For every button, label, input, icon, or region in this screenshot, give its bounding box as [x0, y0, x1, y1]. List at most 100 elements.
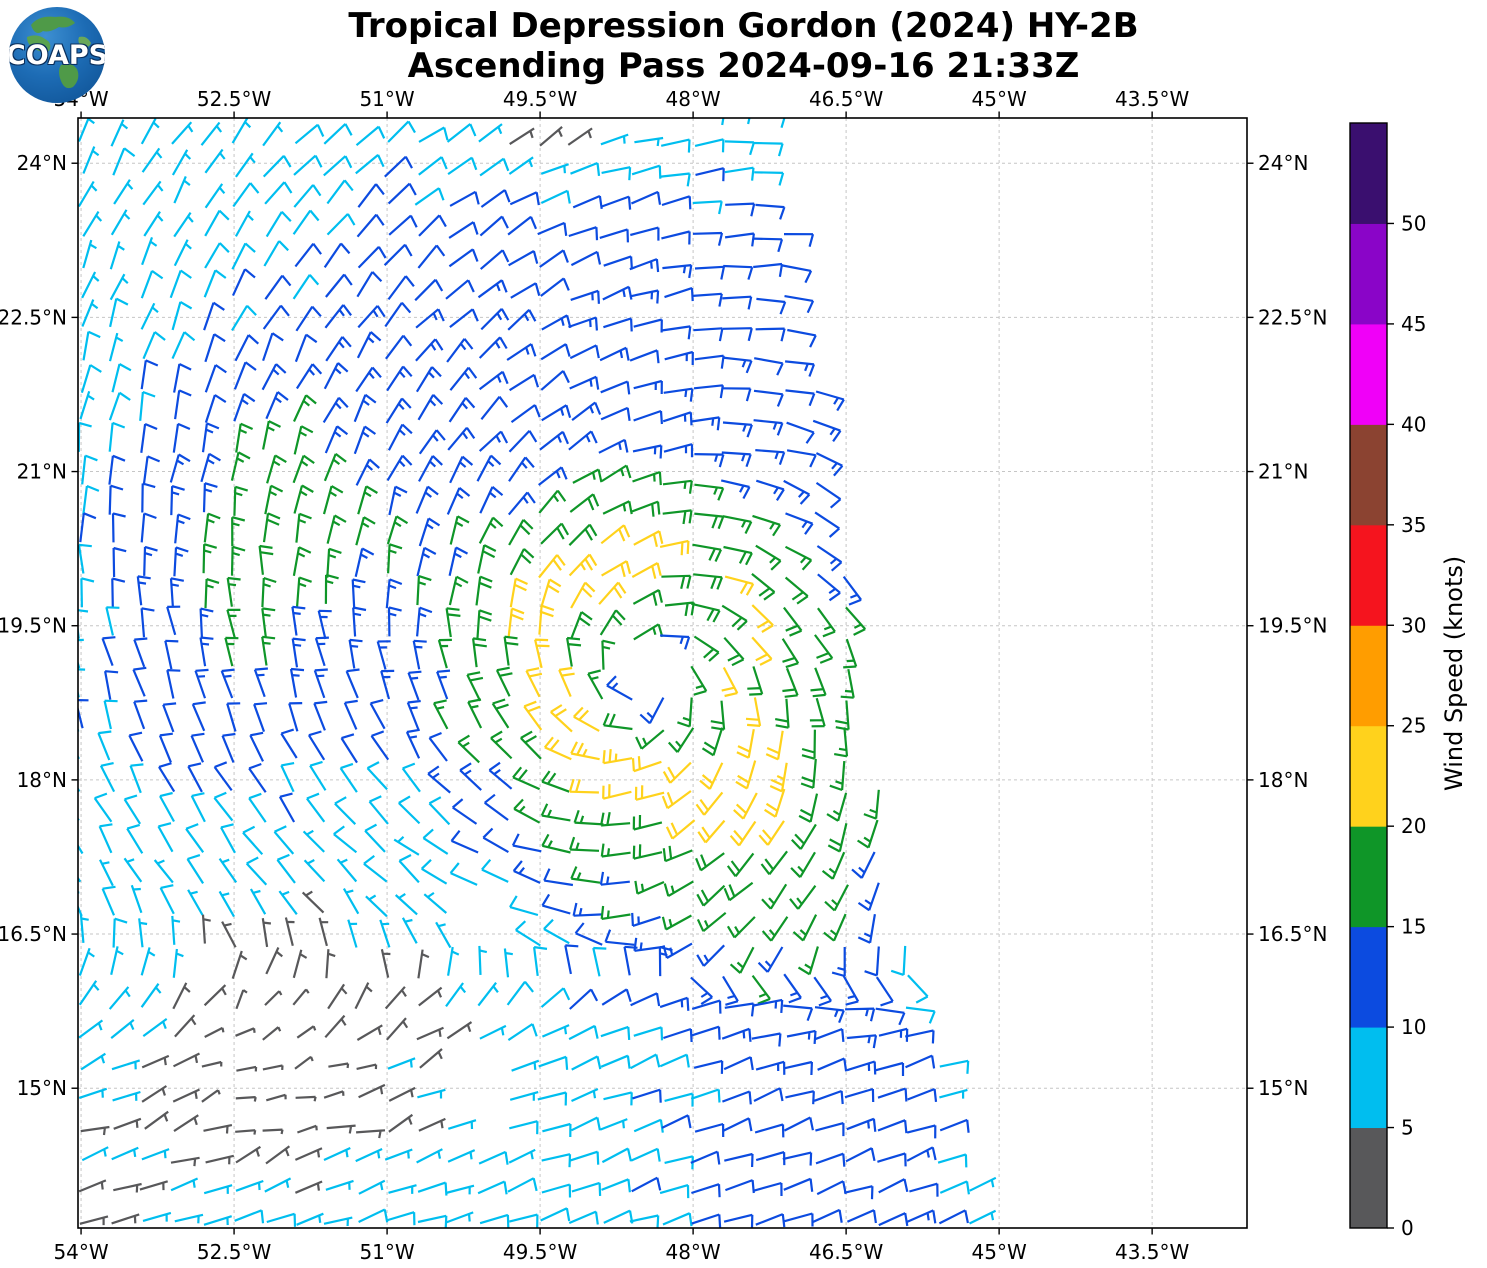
wind-barb: [877, 1152, 907, 1167]
wind-barb: [99, 762, 116, 793]
wind-barb: [294, 1180, 323, 1194]
wind-barb: [691, 1183, 721, 1198]
wind-barb: [480, 189, 511, 208]
wind-barb: [265, 1093, 287, 1102]
wind-barb: [477, 279, 508, 299]
wind-barb: [170, 1177, 199, 1192]
wind-barb: [203, 1215, 233, 1226]
wind-barb: [662, 1212, 693, 1227]
wind-barb: [938, 1209, 969, 1225]
wind-barb: [875, 1007, 906, 1026]
wind-barb: [221, 732, 236, 763]
wind-barb: [356, 1129, 386, 1139]
colorbar-tick-label: 35: [1401, 513, 1426, 537]
x-tick-label-bottom: 51°W: [359, 1240, 414, 1264]
wind-barb: [662, 845, 693, 863]
wind-barb: [204, 578, 220, 609]
wind-barb: [600, 133, 629, 146]
wind-barb: [387, 182, 417, 205]
colorbar-segment: [1350, 424, 1387, 526]
wind-barb: [266, 454, 287, 484]
wind-barb: [690, 976, 713, 1006]
wind-barb: [104, 670, 119, 700]
wind-barb: [722, 975, 739, 1006]
wind-barb: [356, 271, 383, 298]
wind-barb: [82, 239, 97, 269]
wind-barb: [753, 419, 784, 436]
wind-barb: [380, 949, 391, 978]
wind-barb: [905, 1006, 936, 1024]
wind-barb: [905, 1054, 936, 1069]
wind-barb: [511, 1059, 540, 1072]
wind-barb: [418, 214, 447, 237]
wind-barb: [633, 1118, 664, 1133]
wind-barb: [939, 1180, 970, 1195]
wind-barb: [231, 242, 256, 270]
wind-barb: [386, 454, 413, 481]
wind-barb: [510, 404, 541, 423]
wind-barb: [601, 1147, 632, 1164]
wind-barb: [141, 237, 158, 266]
wind-barb: [418, 517, 441, 547]
wind-barb: [141, 482, 156, 513]
wind-barb: [174, 1213, 204, 1224]
wind-barb: [667, 727, 695, 753]
wind-barb: [592, 946, 607, 977]
wind-barb: [140, 512, 157, 543]
wind-barb: [324, 573, 339, 604]
wind-barb: [296, 1025, 317, 1039]
wind-barb: [511, 833, 542, 853]
wind-barb: [507, 1177, 538, 1193]
wind-barb: [816, 545, 843, 572]
wind-barb: [141, 1085, 167, 1103]
wind-barb: [171, 331, 196, 360]
wind-barb: [388, 1184, 417, 1194]
wind-barb: [78, 118, 95, 142]
wind-barb: [412, 639, 427, 670]
wind-barb: [780, 118, 786, 129]
wind-barb: [696, 884, 726, 907]
wind-barb: [113, 179, 134, 205]
wind-barb: [476, 609, 493, 640]
wind-barb: [507, 1023, 538, 1042]
wind-barb: [447, 946, 460, 976]
wind-barb: [509, 548, 535, 576]
wind-barb: [789, 885, 817, 910]
wind-barb: [765, 730, 784, 761]
wind-barb: [783, 479, 811, 505]
wind-barb: [387, 275, 415, 301]
wind-barb: [721, 451, 752, 468]
wind-barb: [393, 835, 420, 856]
colorbar-segment: [1350, 625, 1387, 727]
wind-barb: [140, 359, 159, 390]
wind-barb: [292, 988, 310, 1006]
wind-barb: [691, 999, 722, 1014]
wind-barb: [864, 946, 880, 977]
wind-barb: [540, 343, 571, 361]
wind-barb: [355, 516, 376, 546]
wind-barb: [449, 366, 478, 391]
wind-barb: [358, 1208, 389, 1223]
wind-barb: [747, 666, 764, 696]
wind-barb: [571, 401, 602, 421]
wind-barb: [722, 295, 753, 310]
wind-barb: [323, 1146, 351, 1162]
wind-barb: [814, 634, 834, 664]
wind-barb: [755, 327, 786, 342]
colorbar-tick-label: 50: [1401, 211, 1426, 235]
wind-barb: [599, 103, 626, 114]
wind-barb: [325, 1179, 354, 1191]
wind-barb: [140, 270, 164, 299]
wind-barb: [343, 699, 358, 730]
wind-barb: [112, 917, 128, 948]
wind-barb: [262, 420, 281, 450]
wind-barb: [449, 308, 479, 328]
wind-barb: [388, 1086, 416, 1102]
wind-barb: [339, 762, 358, 793]
wind-barb: [365, 894, 388, 918]
wind-barb: [384, 986, 407, 1010]
wind-barb: [357, 485, 378, 515]
wind-barb: [752, 514, 782, 537]
wind-barb: [783, 1177, 814, 1192]
